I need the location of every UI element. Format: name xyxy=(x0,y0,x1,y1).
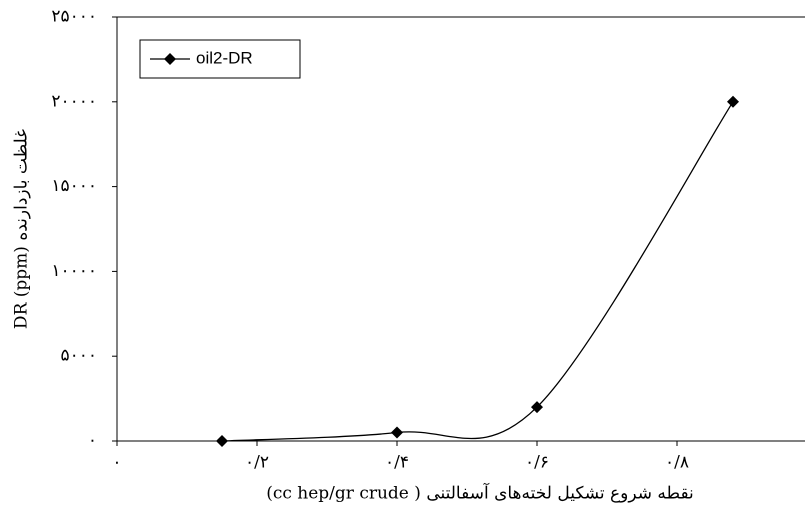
x-tick-label: ۰/۴ xyxy=(385,453,409,473)
y-tick-label: ۲۵۰۰۰ xyxy=(51,7,97,27)
y-tick-label: ۵۰۰۰ xyxy=(60,346,97,366)
marker xyxy=(216,435,228,447)
legend-marker xyxy=(164,53,176,65)
x-tick-label: ۰/۸ xyxy=(665,453,689,473)
y-tick-label: ۱۵۰۰۰ xyxy=(51,176,97,196)
x-tick-label: ۰/۶ xyxy=(525,453,549,473)
legend-label: oil2-DR xyxy=(196,48,253,67)
y-axis-title: غلظت بازدارنده DR (ppm) xyxy=(12,129,32,329)
marker xyxy=(727,95,739,108)
y-tick-label: ۱۰۰۰۰ xyxy=(51,261,97,281)
y-tick-label: ۰ xyxy=(88,431,97,451)
y-tick-label: ۲۰۰۰۰ xyxy=(51,91,97,111)
x-tick-label: ۰ xyxy=(112,453,121,473)
x-tick-label: ۰/۲ xyxy=(245,453,269,473)
series-line xyxy=(221,101,734,442)
marker xyxy=(531,401,543,414)
x-axis-title: نقطه شروع تشکیل لخته‌های آسفالتنی ( cc h… xyxy=(266,482,694,504)
marker xyxy=(391,426,403,439)
